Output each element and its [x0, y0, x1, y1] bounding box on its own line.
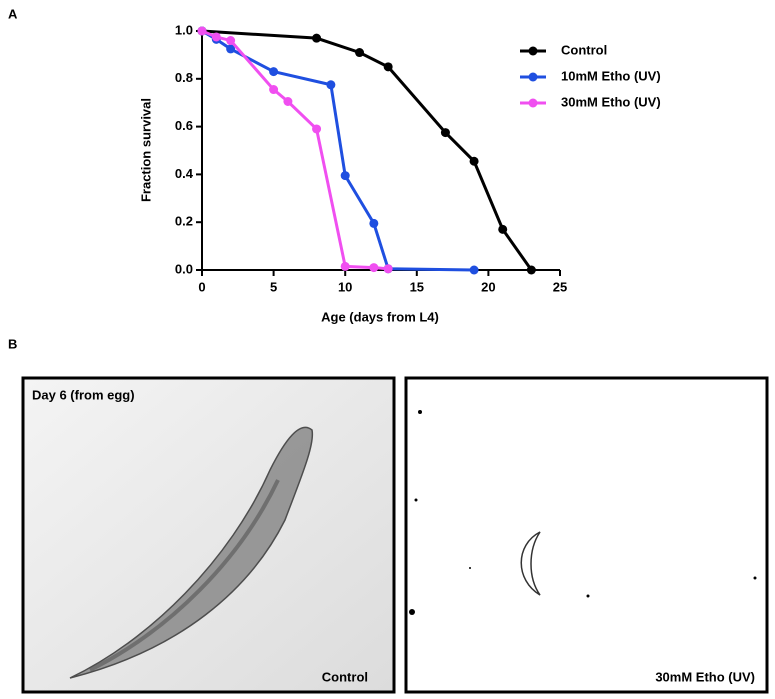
legend-label: 10mM Etho (UV): [561, 68, 661, 83]
series-line: [201, 29, 389, 271]
data-point: [269, 67, 279, 77]
x-axis-label: Age (days from L4): [321, 309, 439, 324]
series-line: [201, 29, 533, 271]
data-point: [283, 97, 293, 107]
x-tick-label: 0: [198, 279, 205, 294]
x-tick-label: 20: [481, 279, 495, 294]
data-point: [312, 33, 322, 43]
data-point: [312, 124, 322, 134]
x-tick-label: 10: [338, 279, 352, 294]
data-point: [226, 36, 236, 46]
legend-marker: [528, 72, 538, 82]
y-tick-label: 0.0: [175, 261, 193, 276]
panel-label: B: [8, 336, 17, 351]
data-point: [326, 80, 336, 90]
data-point: [440, 128, 450, 138]
legend-label: 30mM Etho (UV): [561, 94, 661, 109]
image-right: 30mM Etho (UV): [404, 376, 769, 694]
data-point: [469, 156, 479, 166]
data-point: [469, 265, 479, 275]
data-point: [369, 218, 379, 228]
image-caption: 30mM Etho (UV): [655, 669, 755, 684]
y-tick-label: 0.6: [175, 118, 193, 133]
data-point: [340, 171, 350, 181]
y-tick-label: 1.0: [175, 22, 193, 37]
data-point: [369, 263, 379, 273]
image-left: Day 6 (from egg) Control: [21, 376, 396, 694]
data-point: [197, 26, 207, 36]
data-point: [526, 265, 536, 275]
x-tick-label: 25: [553, 279, 567, 294]
y-tick-label: 0.2: [175, 214, 193, 229]
legend-marker: [528, 46, 538, 56]
data-point: [269, 85, 279, 95]
data-point: [211, 32, 221, 42]
x-tick-label: 5: [270, 279, 277, 294]
image-caption: Control: [322, 669, 368, 684]
image-top-label: Day 6 (from egg): [32, 387, 135, 402]
data-point: [340, 261, 350, 271]
y-tick-label: 0.4: [175, 166, 194, 181]
data-point: [355, 48, 365, 58]
panel-label: A: [8, 6, 18, 21]
data-point: [226, 44, 236, 54]
x-tick-label: 15: [410, 279, 424, 294]
legend-label: Control: [561, 42, 607, 57]
legend-marker: [528, 98, 538, 108]
data-point: [383, 62, 393, 72]
data-point: [383, 264, 393, 274]
y-axis-label: Fraction survival: [138, 98, 153, 202]
data-point: [498, 224, 508, 234]
y-tick-label: 0.8: [175, 70, 193, 85]
